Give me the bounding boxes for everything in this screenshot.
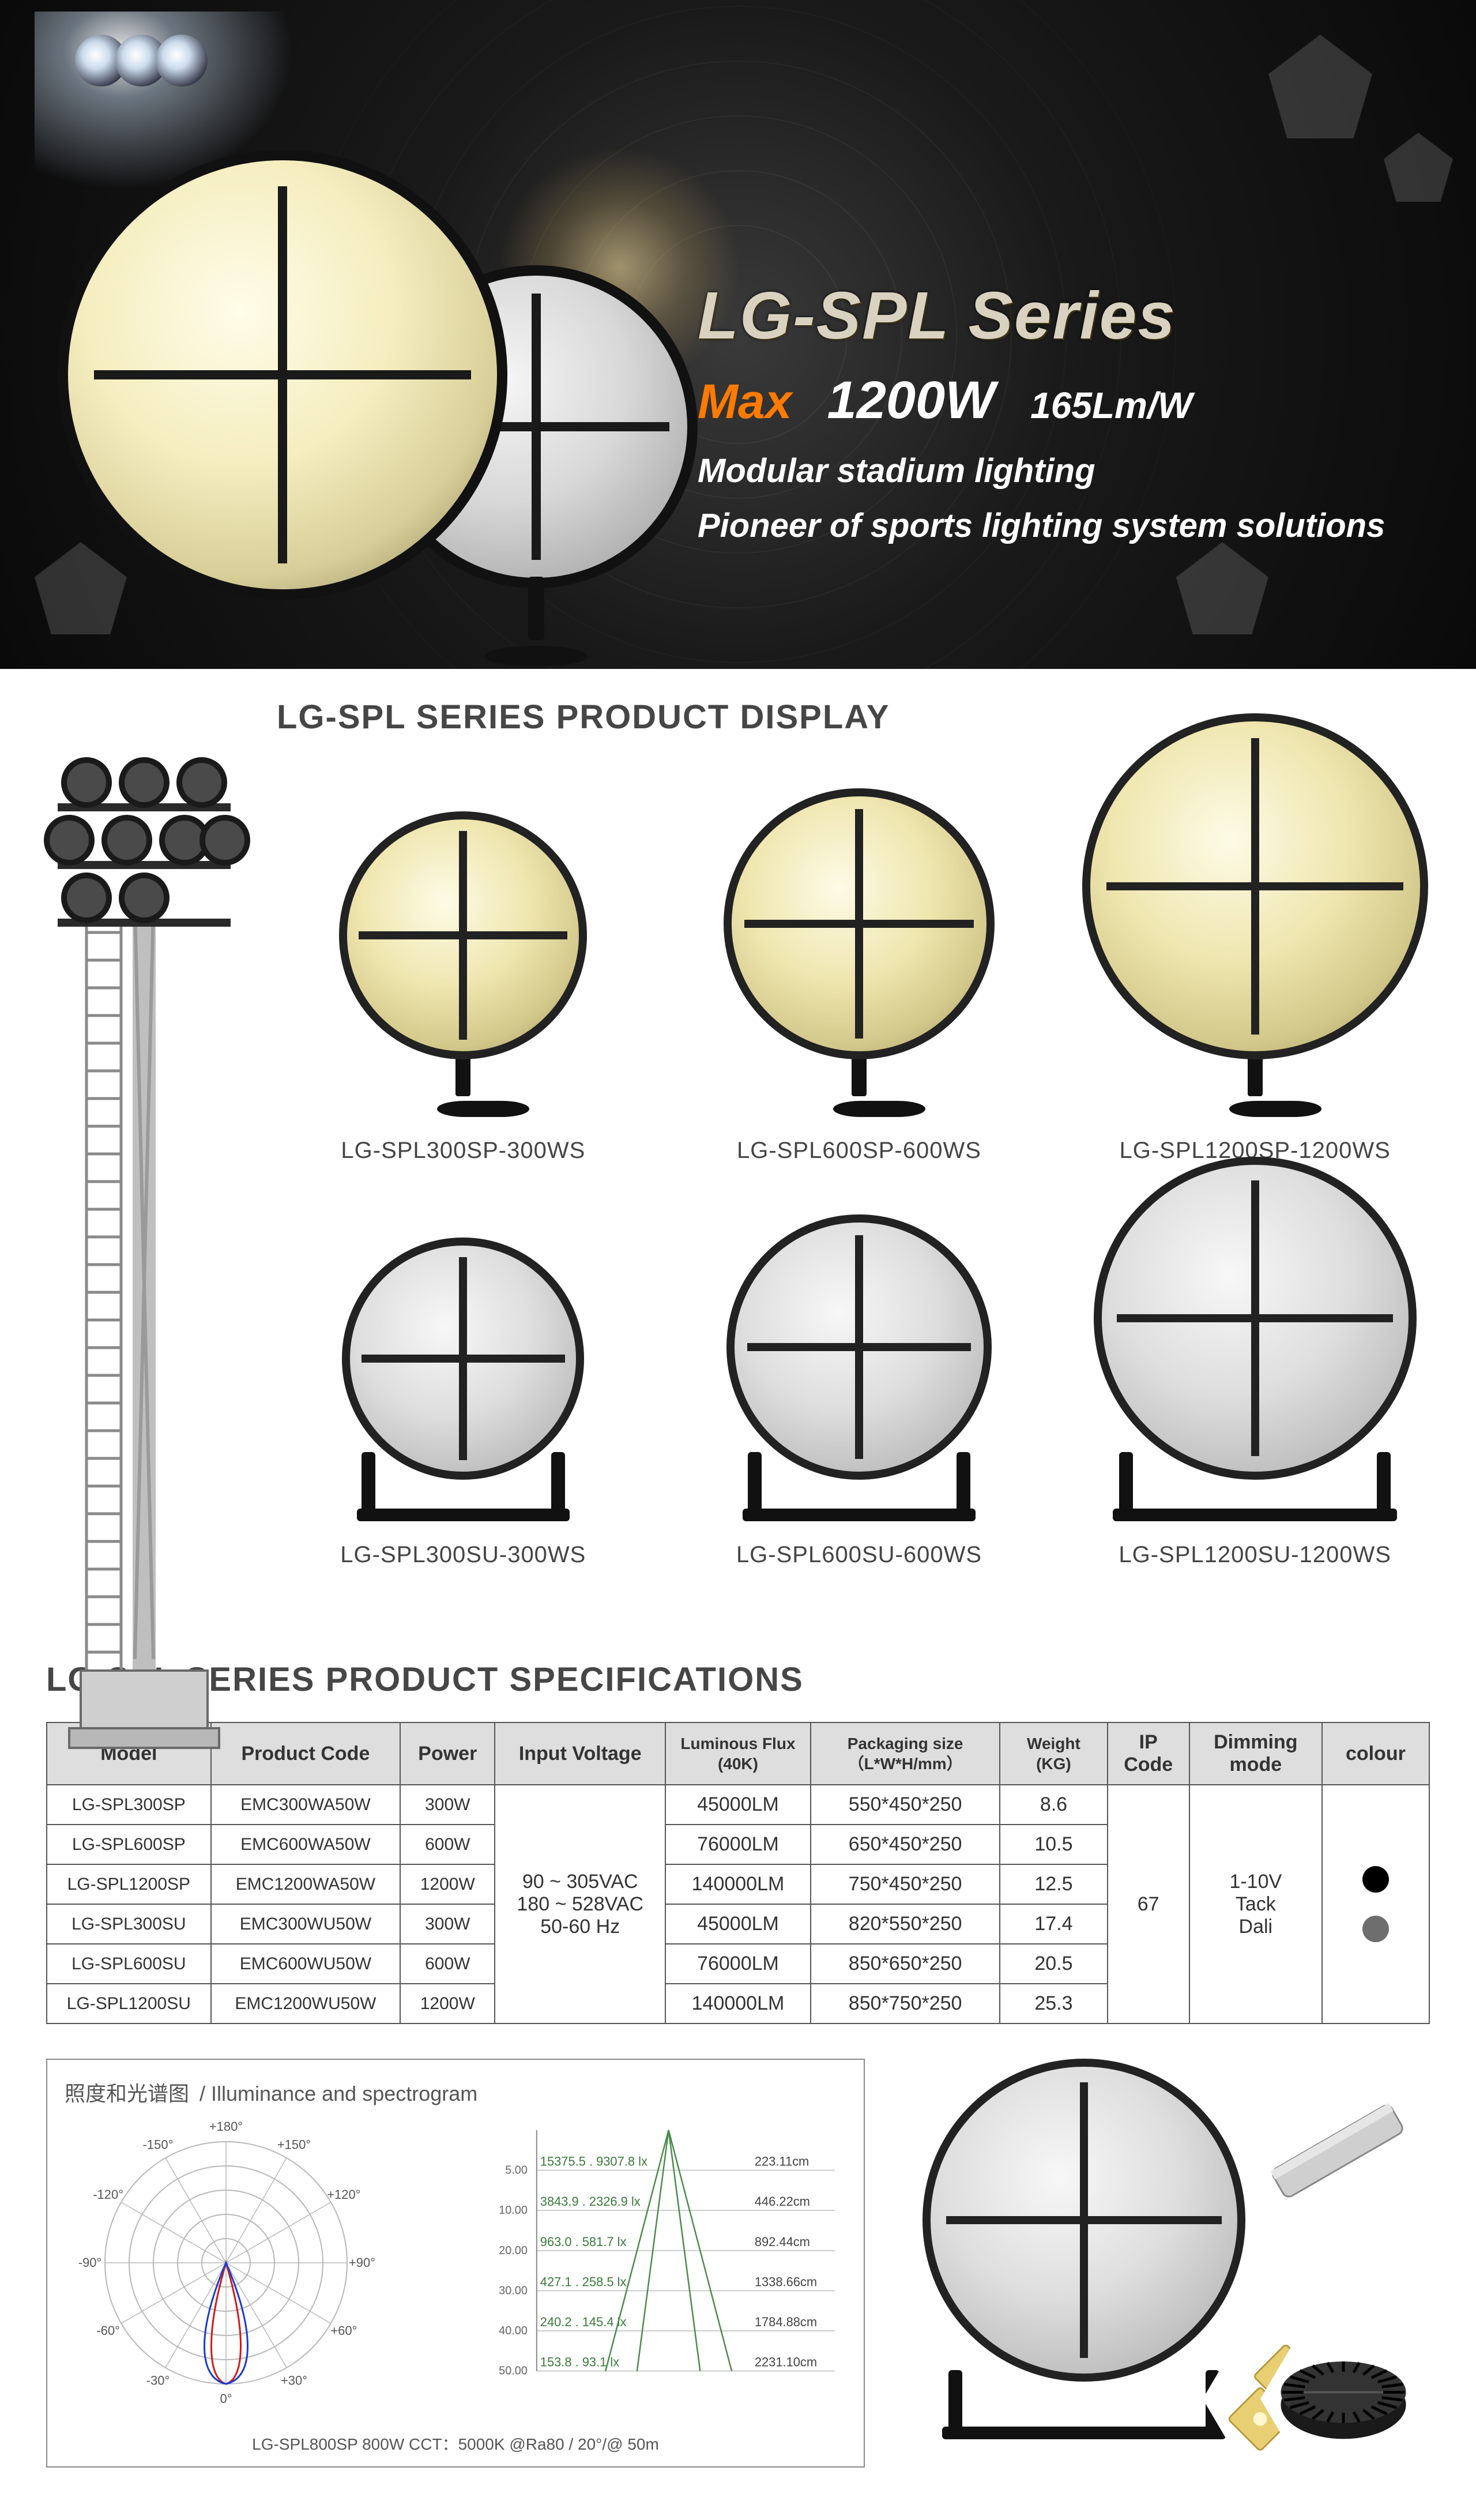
spec-col-header: colour	[1322, 1722, 1429, 1785]
hero-text-block: LG-SPL Series Max 1200W 165Lm/W Modular …	[698, 277, 1385, 545]
accessories-panel	[899, 2059, 1430, 2474]
svg-text:+120°: +120°	[327, 2187, 360, 2202]
svg-text:-150°: -150°	[143, 2138, 174, 2152]
colour-swatch	[1362, 1866, 1389, 1893]
spec-table: ModelProduct CodePowerInput VoltageLumin…	[46, 1722, 1430, 2024]
product-cell: LG-SPL1200SP-1200WS	[1080, 759, 1430, 1164]
product-label: LG-SPL300SU-300WS	[288, 1542, 638, 1568]
svg-text:223.11cm: 223.11cm	[755, 2154, 809, 2169]
diagram-box: 照度和光谱图 / Illuminance and spectrogram +18…	[46, 2059, 865, 2468]
product-cell: LG-SPL1200SU-1200WS	[1080, 1198, 1430, 1568]
diagram-title-cn: 照度和光谱图	[65, 2082, 189, 2105]
spec-col-header: Dimming mode	[1189, 1722, 1322, 1785]
svg-text:2231.10cm: 2231.10cm	[755, 2355, 817, 2369]
beam-chart: 15375.5 . 9307.8 lx 223.11cm 5.00 3843.9 . …	[411, 2119, 846, 2397]
svg-text:5.00: 5.00	[505, 2164, 528, 2176]
svg-text:10.00: 10.00	[499, 2204, 528, 2217]
spec-col-header: Weight (KG)	[1000, 1722, 1107, 1785]
svg-text:0°: 0°	[220, 2391, 232, 2406]
spec-col-header: IP Code	[1108, 1722, 1189, 1785]
big-led-image	[899, 2059, 1268, 2428]
hero-small-fixtures	[81, 35, 202, 89]
svg-text:-60°: -60°	[96, 2323, 120, 2338]
svg-text:892.44cm: 892.44cm	[755, 2235, 810, 2249]
bottom-section: 照度和光谱图 / Illuminance and spectrogram +18…	[0, 2024, 1476, 2520]
product-label: LG-SPL1200SU-1200WS	[1080, 1542, 1430, 1568]
svg-text:-90°: -90°	[78, 2255, 102, 2270]
svg-text:+90°: +90°	[349, 2255, 375, 2270]
spec-col-header: Luminous Flux(40K)	[665, 1722, 811, 1785]
svg-text:1784.88cm: 1784.88cm	[755, 2315, 817, 2329]
product-label: LG-SPL300SP-300WS	[288, 1138, 638, 1164]
polar-chart: +180° +150° +120° +90° +60° +30° 0° -30° -60° -90…	[65, 2119, 387, 2421]
svg-text:+180°: +180°	[209, 2119, 243, 2134]
hero-line4: Pioneer of sports lighting system soluti…	[698, 506, 1385, 545]
product-cell: LG-SPL300SU-300WS	[288, 1198, 638, 1568]
hero-watt: 1200W	[827, 371, 996, 430]
svg-text:+60°: +60°	[330, 2323, 357, 2338]
svg-text:15375.5 . 9307.8 lx: 15375.5 . 9307.8 lx	[540, 2154, 647, 2169]
diagram-title-en: / Illuminance and spectrogram	[199, 2082, 477, 2105]
hero-line3: Modular stadium lighting	[698, 452, 1385, 490]
svg-text:30.00: 30.00	[499, 2284, 528, 2297]
svg-text:+30°: +30°	[281, 2373, 307, 2387]
diagram-title: 照度和光谱图 / Illuminance and spectrogram	[65, 2077, 846, 2107]
svg-text:427.1 . 258.5 lx: 427.1 . 258.5 lx	[540, 2274, 627, 2289]
spec-table-wrap: ModelProduct CodePowerInput VoltageLumin…	[0, 1722, 1476, 2024]
product-cell: LG-SPL600SP-600WS	[684, 759, 1034, 1164]
colour-swatch	[1362, 1916, 1389, 1942]
svg-text:3843.9 . 2326.9 lx: 3843.9 . 2326.9 lx	[540, 2194, 641, 2209]
spec-section-title: LG-SPL SERIES PRODUCT SPECIFICATIONS	[46, 1660, 1476, 1699]
product-cell: LG-SPL600SU-600WS	[684, 1198, 1034, 1568]
light-tower-illustration	[35, 736, 254, 1751]
svg-text:963.0 . 581.7 lx: 963.0 . 581.7 lx	[540, 2235, 627, 2249]
diagram-caption: LG-SPL800SP 800W CCT：5000K @Ra80 / 20°/@…	[65, 2432, 846, 2455]
product-cell: LG-SPL300SP-300WS	[288, 759, 638, 1164]
svg-text:20.00: 20.00	[499, 2244, 528, 2257]
decor-polygon	[1384, 133, 1453, 202]
spec-row: LG-SPL300SPEMC300WA50W300W90 ~ 305VAC 18…	[47, 1785, 1429, 1825]
svg-text:-120°: -120°	[93, 2187, 123, 2202]
svg-text:+150°: +150°	[277, 2138, 311, 2152]
decor-polygon	[1176, 542, 1268, 634]
hero-lm: 165Lm/W	[1030, 385, 1192, 426]
spec-col-header: Packaging size（L*W*H/mm）	[811, 1722, 1000, 1785]
spec-col-header: Input Voltage	[495, 1722, 665, 1785]
hero-subtitle: Max 1200W 165Lm/W	[698, 370, 1385, 431]
product-grid: LG-SPL300SP-300WS LG-SPL600SP-600WS LG-SPL…	[288, 759, 1430, 1568]
hero-product-front	[58, 150, 507, 600]
decor-polygon	[1268, 35, 1372, 138]
svg-text:240.2 . 145.4 lx: 240.2 . 145.4 lx	[540, 2315, 627, 2329]
hero-title: LG-SPL Series	[698, 277, 1385, 354]
hero-banner: LG-SPL Series Max 1200W 165Lm/W Modular …	[0, 0, 1476, 669]
svg-text:-30°: -30°	[146, 2373, 170, 2387]
hero-max-label: Max	[698, 374, 792, 428]
spec-col-header: Power	[400, 1722, 495, 1785]
svg-text:50.00: 50.00	[499, 2365, 528, 2378]
svg-text:1338.66cm: 1338.66cm	[755, 2274, 817, 2289]
product-label: LG-SPL600SU-600WS	[684, 1542, 1034, 1568]
accessory-driver	[1245, 2070, 1430, 2232]
svg-text:40.00: 40.00	[499, 2325, 528, 2337]
product-display-section: LG-SPL300SP-300WS LG-SPL600SP-600WS LG-SPL…	[0, 759, 1476, 1591]
product-label: LG-SPL600SP-600WS	[684, 1138, 1034, 1164]
svg-text:446.22cm: 446.22cm	[755, 2194, 810, 2209]
